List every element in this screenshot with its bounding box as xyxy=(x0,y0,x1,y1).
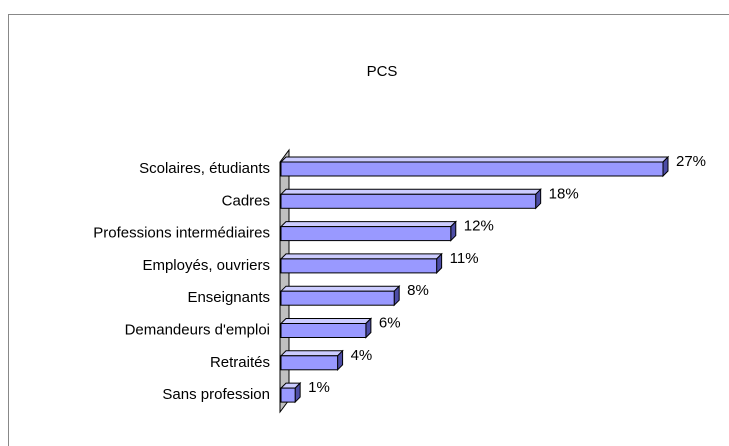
bar-face xyxy=(280,387,296,403)
bar-top xyxy=(279,188,542,195)
bar-face xyxy=(280,161,664,177)
bar-face xyxy=(280,193,537,209)
data-label: 27% xyxy=(676,153,706,170)
category-label: Sans profession xyxy=(162,386,270,403)
bar-top xyxy=(279,156,670,163)
bar-top xyxy=(279,253,443,260)
bar-face xyxy=(280,323,367,338)
bar-face xyxy=(280,226,452,242)
chart-title: PCS xyxy=(367,63,398,80)
bar xyxy=(279,220,457,242)
data-label: 8% xyxy=(407,282,429,299)
bar xyxy=(279,155,670,178)
data-label: 4% xyxy=(351,347,373,364)
bar xyxy=(279,317,373,339)
bar-face xyxy=(280,258,438,274)
data-label: 6% xyxy=(379,314,401,331)
category-label: Cadres xyxy=(222,192,270,209)
bar xyxy=(279,188,542,210)
category-label: Demandeurs d'emploi xyxy=(125,321,270,338)
data-label: 11% xyxy=(450,250,479,267)
category-label: Professions intermédiaires xyxy=(93,225,270,242)
category-label: Scolaires, étudiants xyxy=(139,160,270,177)
data-label: 1% xyxy=(308,379,330,396)
bar-top xyxy=(279,285,401,292)
bar xyxy=(279,381,302,404)
bar-face xyxy=(280,290,395,306)
bar-face xyxy=(280,355,339,371)
bar-top xyxy=(279,221,457,228)
bar xyxy=(279,284,401,307)
category-label: Employés, ouvriers xyxy=(142,257,270,274)
bar xyxy=(279,252,443,275)
bar-top xyxy=(279,318,373,324)
bar-top xyxy=(279,350,344,357)
category-label: Retraités xyxy=(210,354,270,371)
category-label: Enseignants xyxy=(187,289,270,306)
data-label: 12% xyxy=(464,218,494,235)
data-label: 18% xyxy=(549,185,579,202)
bar xyxy=(279,349,344,372)
